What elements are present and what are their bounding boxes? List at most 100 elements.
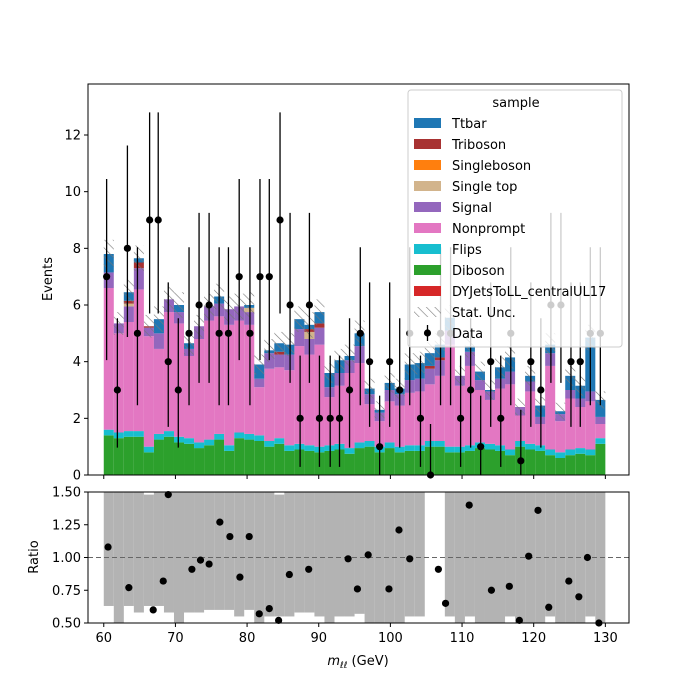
bar-diboson — [153, 439, 164, 475]
data-point — [335, 414, 344, 422]
data-point — [576, 358, 584, 366]
legend: sample Ttbar Triboson Singleboson Single to… — [407, 89, 623, 348]
ratio-band-bin — [143, 494, 154, 606]
bar-nonprompt — [434, 375, 445, 441]
legend-label: Flips — [452, 243, 482, 258]
bar-diboson — [414, 450, 425, 475]
bar-diboson — [394, 452, 405, 475]
bar-diboson — [113, 438, 124, 475]
main-plot-frame — [87, 83, 630, 476]
bar-flips — [495, 445, 506, 451]
bar-nonprompt — [444, 344, 455, 447]
bar-nonprompt — [153, 348, 164, 434]
y-tick-label: 2 — [73, 412, 81, 427]
bar-diboson — [505, 455, 516, 475]
ratio-point — [487, 586, 496, 594]
bar-signal — [254, 378, 265, 388]
bar-flips — [244, 433, 255, 440]
ratio-point — [525, 552, 533, 560]
bar-flips — [143, 446, 154, 453]
bar-signal — [595, 416, 606, 424]
stat-unc-bin — [143, 314, 154, 338]
bar-diboson — [525, 449, 536, 475]
bar-diboson — [324, 450, 335, 475]
data-point — [164, 358, 172, 366]
stat-unc-bin — [495, 357, 506, 378]
ratio-y-axis-ticks: 0.50 0.75 1.00 1.25 1.50 — [52, 486, 88, 632]
ratio-points — [104, 491, 603, 627]
ratio-y-tick-label: 1.25 — [52, 518, 81, 533]
bar-nonprompt — [575, 407, 586, 449]
bar-flips — [525, 443, 536, 450]
bar-diboson — [384, 448, 395, 475]
ratio-band-bin — [244, 492, 255, 610]
legend-label: Nonprompt — [452, 222, 525, 237]
legend-swatch — [414, 118, 441, 128]
bar-flips — [535, 445, 546, 451]
ratio-band-bin — [314, 492, 325, 617]
main-histogram-panel: 0 2 4 6 8 10 12 Events — [41, 83, 630, 484]
x-tick-label: 90 — [310, 631, 327, 646]
bar-nonprompt — [254, 387, 265, 436]
bar-diboson — [474, 448, 485, 475]
data-point — [154, 216, 162, 224]
ratio-band-bin — [505, 492, 516, 617]
bar-nonprompt — [515, 415, 526, 441]
bar-nonprompt — [234, 320, 245, 433]
ratio-point — [245, 532, 253, 541]
stat-unc-bin — [133, 245, 144, 271]
bar-signal — [244, 312, 255, 325]
stat-unc-bin — [474, 361, 485, 382]
bar-signal — [424, 368, 435, 385]
bar-diboson — [184, 443, 195, 475]
bar-flips — [565, 449, 576, 456]
legend-label: Triboson — [451, 138, 506, 153]
y-axis-ticks: 0 2 4 6 8 10 12 — [64, 129, 88, 484]
ratio-point — [159, 577, 167, 585]
stat-unc-bin — [254, 354, 265, 375]
bar-nonprompt — [103, 288, 114, 430]
legend-box — [407, 89, 623, 348]
bar-nonprompt — [133, 289, 144, 432]
ratio-point — [205, 560, 213, 568]
x-tick-label: 100 — [378, 631, 403, 646]
legend-label: Stat. Unc. — [452, 306, 516, 321]
bar-flips — [595, 438, 606, 444]
bar-signal — [314, 327, 325, 345]
data-point — [296, 414, 304, 422]
data-point — [376, 443, 384, 451]
bar-nonprompt — [163, 312, 174, 432]
bar-signal — [474, 380, 485, 390]
data-point — [195, 301, 203, 309]
stat-unc-bin — [414, 351, 425, 375]
bar-signal — [505, 371, 516, 385]
ratio-band-bin — [394, 492, 405, 623]
bar-flips — [133, 431, 144, 437]
data-point — [366, 358, 374, 366]
bar-signal — [434, 360, 445, 376]
bar-diboson — [103, 435, 114, 475]
ratio-band-bin — [384, 492, 395, 623]
bar-nonprompt — [274, 367, 285, 439]
data-point — [467, 386, 475, 394]
ratio-band-bin — [334, 492, 345, 617]
bar-nonprompt — [304, 354, 315, 446]
bar-nonprompt — [404, 392, 415, 446]
ratio-point — [149, 606, 157, 614]
ratio-band-bin — [354, 492, 365, 614]
bar-flips — [113, 432, 124, 439]
bar-flips — [394, 446, 405, 453]
legend-label: Diboson — [452, 264, 505, 279]
data-point — [103, 273, 111, 281]
data-point — [517, 457, 525, 465]
bar-diboson — [294, 449, 305, 475]
bar-diboson — [565, 455, 576, 475]
data-point — [396, 386, 404, 394]
bar-signal — [324, 387, 335, 398]
ratio-point — [285, 570, 293, 579]
ratio-point — [441, 599, 450, 607]
ratio-band-bin — [224, 492, 235, 610]
bar-flips — [515, 441, 526, 447]
bar-flips — [384, 442, 395, 449]
stat-unc-bin — [153, 306, 164, 332]
